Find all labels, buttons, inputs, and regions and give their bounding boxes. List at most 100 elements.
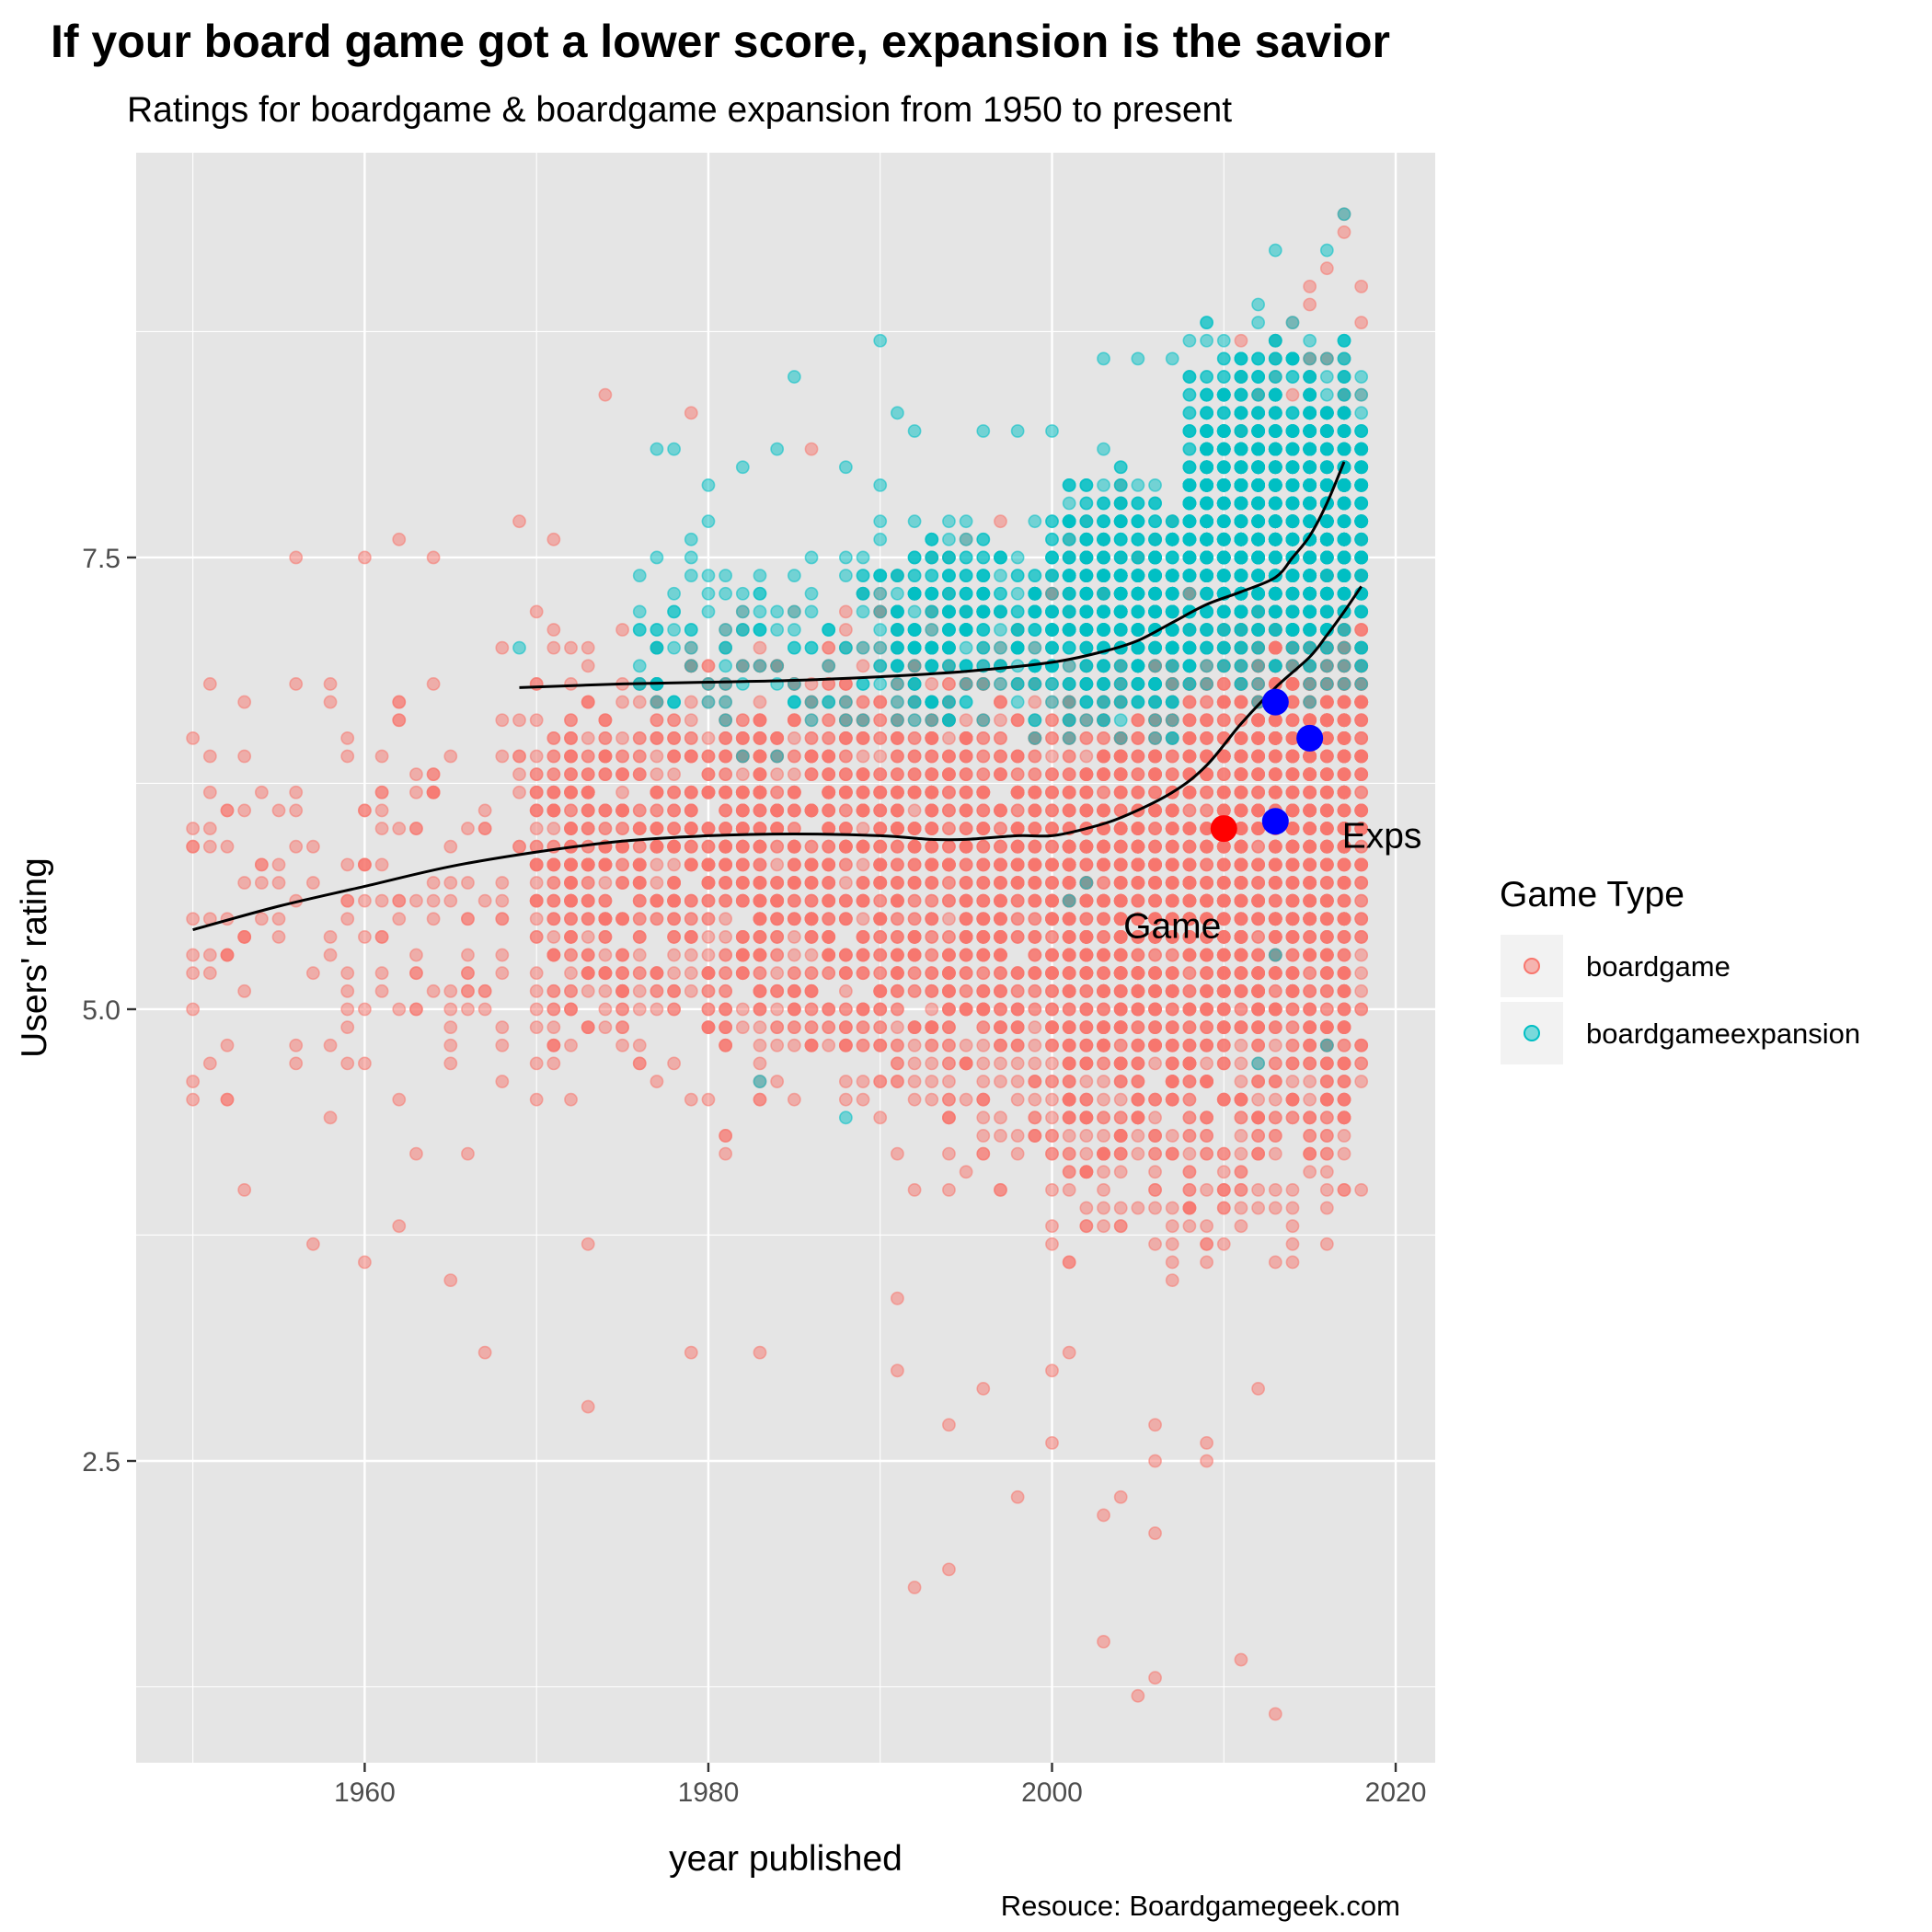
data-point	[1319, 1165, 1334, 1179]
data-point	[1010, 1038, 1025, 1052]
data-point	[477, 822, 492, 835]
data-point	[615, 785, 629, 799]
data-point	[1131, 1075, 1145, 1088]
data-point	[1216, 695, 1231, 709]
data-point	[1045, 713, 1059, 728]
data-point	[838, 604, 853, 619]
data-point	[392, 893, 407, 908]
data-point	[822, 1020, 836, 1035]
data-point	[907, 767, 922, 782]
data-point	[1182, 857, 1197, 872]
data-point	[1045, 1002, 1059, 1017]
data-point	[976, 767, 991, 782]
data-point	[1062, 1182, 1076, 1197]
data-point	[1079, 785, 1094, 799]
data-point	[564, 983, 578, 998]
data-point	[838, 876, 853, 890]
data-point	[873, 876, 888, 890]
data-point	[856, 695, 870, 709]
data-point	[1045, 1038, 1059, 1052]
data-point	[426, 893, 441, 908]
data-point	[1303, 1129, 1317, 1143]
data-point	[392, 695, 407, 709]
data-point	[856, 876, 870, 890]
data-point	[1062, 1110, 1076, 1125]
data-point	[838, 1092, 853, 1107]
data-point	[1165, 1002, 1179, 1017]
data-point	[650, 749, 664, 764]
data-point	[650, 966, 664, 981]
data-point	[856, 822, 870, 835]
data-point	[822, 893, 836, 908]
data-point	[546, 948, 561, 962]
data-point	[1182, 695, 1197, 709]
data-point	[1234, 857, 1248, 872]
data-point	[667, 749, 681, 764]
data-point	[1268, 1201, 1282, 1215]
data-point	[1113, 1075, 1128, 1088]
data-point	[1216, 1236, 1231, 1251]
data-point	[1337, 785, 1351, 799]
data-point	[822, 839, 836, 854]
data-point	[358, 1056, 372, 1071]
data-point	[1285, 1182, 1300, 1197]
data-point	[891, 1002, 904, 1017]
data-point	[719, 857, 733, 872]
data-point	[1148, 983, 1162, 998]
data-point	[770, 876, 785, 890]
data-point	[856, 966, 870, 981]
data-point	[753, 822, 767, 835]
data-point	[426, 983, 441, 998]
data-point	[1079, 857, 1094, 872]
data-point	[856, 893, 870, 908]
data-point	[667, 1002, 681, 1017]
data-point	[564, 912, 578, 926]
data-point	[1079, 893, 1094, 908]
data-point	[822, 822, 836, 835]
data-point	[719, 1002, 733, 1017]
data-point	[598, 930, 613, 944]
data-point	[598, 822, 613, 835]
data-point	[753, 839, 767, 854]
data-point	[1010, 1129, 1025, 1143]
data-point	[1097, 1182, 1110, 1197]
data-point	[701, 966, 716, 981]
data-point	[598, 912, 613, 926]
data-point	[632, 876, 647, 890]
data-point	[529, 857, 544, 872]
data-point	[615, 623, 629, 637]
data-point	[1165, 948, 1179, 962]
data-point	[701, 749, 716, 764]
data-point	[1337, 1075, 1351, 1088]
data-point	[787, 1038, 801, 1052]
data-point	[632, 822, 647, 835]
data-point	[753, 912, 767, 926]
data-point	[1200, 1255, 1213, 1270]
data-point	[615, 1020, 629, 1035]
data-point	[546, 1056, 561, 1071]
data-point	[1097, 930, 1110, 944]
data-point	[1148, 1201, 1162, 1215]
data-point	[1113, 876, 1128, 890]
data-point	[1319, 767, 1334, 782]
data-point	[994, 948, 1007, 962]
data-point	[1234, 333, 1248, 348]
data-point	[942, 857, 956, 872]
data-point	[632, 930, 647, 944]
data-point	[615, 803, 629, 818]
data-point	[271, 930, 286, 944]
data-point	[1045, 948, 1059, 962]
data-point	[495, 876, 510, 890]
data-point	[340, 730, 355, 745]
data-point	[254, 857, 269, 872]
data-point	[1028, 1038, 1042, 1052]
data-point	[512, 713, 526, 728]
data-point	[1165, 1219, 1179, 1234]
data-point	[994, 930, 1007, 944]
data-point	[891, 803, 904, 818]
data-point	[684, 1092, 698, 1107]
data-point	[701, 659, 716, 673]
data-point	[546, 930, 561, 944]
data-point	[959, 948, 973, 962]
data-point	[1182, 713, 1197, 728]
